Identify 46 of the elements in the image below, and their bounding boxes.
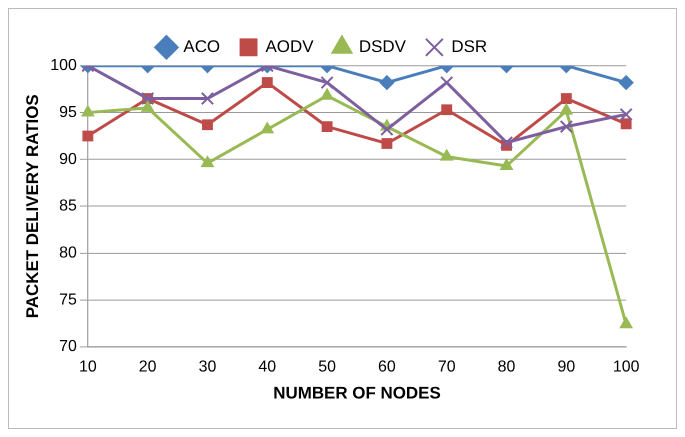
point <box>618 75 634 90</box>
legend-label: ACO <box>183 36 220 56</box>
point <box>620 316 633 328</box>
x-tick-label: 100 <box>612 358 640 376</box>
point <box>202 119 213 130</box>
point <box>500 136 514 150</box>
point <box>200 156 214 168</box>
y-tick-label: 80 <box>59 244 78 262</box>
x-tick-label: 70 <box>438 358 456 376</box>
y-tick-label: 95 <box>59 104 78 121</box>
point <box>500 158 514 170</box>
y-tick-label: 70 <box>59 338 78 356</box>
x-tick-label: 10 <box>78 358 97 376</box>
x-tick-label: 50 <box>318 358 336 376</box>
point <box>82 130 94 142</box>
point <box>260 122 274 134</box>
point <box>200 92 214 106</box>
x-tick-label: 30 <box>198 358 216 376</box>
point <box>560 103 573 115</box>
x-tick-label: 80 <box>498 358 516 376</box>
y-tick-label: 85 <box>59 198 78 215</box>
x-tick-label: 20 <box>138 358 157 376</box>
point <box>560 120 573 134</box>
legend-label: AODV <box>266 36 314 56</box>
legend-label: DSDV <box>358 36 407 56</box>
point <box>262 77 273 88</box>
point <box>320 76 334 90</box>
point <box>620 118 632 130</box>
point <box>379 75 394 90</box>
y-tick-label: 90 <box>59 150 78 168</box>
point <box>620 108 633 122</box>
point <box>441 104 452 116</box>
point <box>440 149 454 161</box>
x-tick-label: 60 <box>378 358 396 376</box>
y-tick-label: 75 <box>59 291 78 308</box>
point <box>322 121 333 132</box>
legend-label: DSR <box>451 36 488 56</box>
point <box>380 122 394 136</box>
point <box>560 93 572 104</box>
point <box>440 76 454 90</box>
x-axis-title: NUMBER OF NODES <box>273 384 441 403</box>
x-tick-label: 90 <box>557 358 576 376</box>
y-tick-label: 100 <box>50 57 78 74</box>
point <box>381 138 392 149</box>
x-tick-label: 40 <box>258 358 276 376</box>
y-axis-title: PACKET DELIVERY RATIOS <box>22 94 42 318</box>
